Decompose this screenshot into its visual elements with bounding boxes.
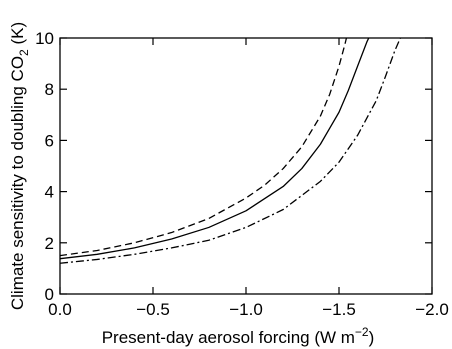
x-tick-marks (59, 38, 433, 294)
plot-frame (59, 37, 433, 295)
x-axis-label: Present-day aerosol forcing (W m−2) (102, 325, 375, 347)
y-tick-marks (60, 37, 432, 295)
y-tick-label: 10 (35, 29, 54, 48)
y-tick-label: 4 (45, 183, 54, 202)
y-tick-label: 8 (45, 80, 54, 99)
x-tick-label: 0.0 (48, 300, 72, 319)
x-tick-labels: 0.0 −0.5 −1.0 −1.5 −2.0 (48, 300, 449, 319)
series-line-dashed (59, 37, 348, 257)
series-line-dash-dot (59, 37, 401, 264)
series-line-solid (59, 37, 370, 260)
y-tick-label: 6 (45, 131, 54, 150)
x-tick-label: −1.5 (322, 300, 356, 319)
y-tick-label: 0 (45, 285, 54, 304)
series-layer (59, 37, 401, 264)
x-tick-label: −2.0 (415, 300, 449, 319)
y-tick-label: 2 (45, 234, 54, 253)
y-tick-labels: 0 2 4 6 8 10 (35, 29, 54, 304)
x-tick-label: −0.5 (136, 300, 170, 319)
y-axis-label: Climate sensitivity to doubling CO2 (K) (8, 22, 31, 310)
x-tick-label: −1.0 (229, 300, 263, 319)
